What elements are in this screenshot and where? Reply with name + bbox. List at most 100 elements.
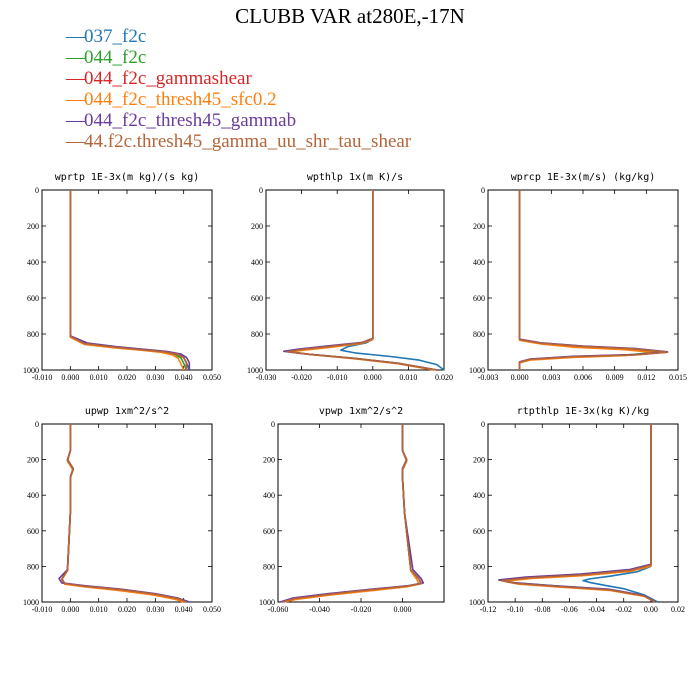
series-line-2 (281, 424, 422, 603)
x-tick-label: -0.12 (480, 605, 497, 614)
y-tick-label: 200 (263, 456, 275, 465)
x-tick-label: 0.015 (669, 373, 687, 382)
series-line-3 (61, 424, 187, 603)
panel-title: wprcp 1E-3x(m/s) (kg/kg) (511, 172, 656, 183)
y-tick-label: 0 (481, 186, 485, 195)
y-tick-label: 400 (27, 491, 39, 500)
y-tick-label: 200 (251, 222, 263, 231)
x-tick-label: 0.010 (90, 605, 108, 614)
y-tick-label: 1000 (469, 598, 485, 607)
x-tick-label: -0.040 (309, 605, 330, 614)
x-tick-label: 0.00 (644, 605, 658, 614)
x-tick-label: -0.04 (588, 605, 605, 614)
legend-item: —044_f2c (66, 47, 411, 68)
x-tick-label: 0.000 (61, 373, 79, 382)
x-tick-label: -0.010 (32, 373, 53, 382)
x-tick-label: -0.060 (268, 605, 289, 614)
y-tick-label: 600 (27, 527, 39, 536)
y-tick-label: 400 (251, 258, 263, 267)
legend-dash: — (66, 89, 85, 110)
x-tick-label: 0.040 (175, 605, 193, 614)
y-tick-label: 600 (251, 294, 263, 303)
panel-1: wprtp 1E-3x(m kg)/(s kg) -0.010 0.000 0.010… (23, 172, 221, 382)
legend-dash: — (66, 110, 85, 131)
series-line-6 (69, 190, 188, 370)
x-tick-label: 0.02 (671, 605, 685, 614)
x-tick-label: 0.020 (435, 373, 453, 382)
x-tick-label: -0.10 (507, 605, 524, 614)
x-tick-label: -0.02 (615, 605, 632, 614)
plot-frame (41, 423, 213, 603)
legend-dash: — (66, 47, 85, 68)
y-tick-label: 200 (473, 456, 485, 465)
legend-label: 44.f2c.thresh45_gamma_uu_shr_tau_shear (84, 131, 412, 152)
legend-dash: — (66, 131, 85, 152)
y-tick-label: 200 (473, 222, 485, 231)
x-tick-label: 0.040 (175, 373, 193, 382)
x-tick-label: 0.030 (146, 605, 164, 614)
y-tick-label: 1000 (469, 366, 485, 375)
x-tick-label: 0.000 (364, 373, 382, 382)
series-line-1 (61, 424, 190, 603)
y-tick-label: 800 (473, 562, 485, 571)
panel-6: rtpthlp 1E-3x(kg K)/kg -0.12 -0.10 -0.08 -0.… (469, 406, 685, 614)
panel-2: wpthlp 1x(m K)/s -0.030 -0.020 -0.010 0.000 0… (247, 172, 453, 382)
x-tick-label: 0.003 (542, 373, 560, 382)
y-tick-label: 600 (263, 527, 275, 536)
x-tick-label: 0.030 (146, 373, 164, 382)
panel-5: vpwp 1xm^2/s^2 -0.060 -0.040 -0.020 0.000 0 20… (259, 406, 445, 614)
y-tick-label: 200 (27, 456, 39, 465)
series-line-6 (61, 424, 187, 603)
y-tick-label: 1000 (23, 598, 39, 607)
panel-title: vpwp 1xm^2/s^2 (319, 406, 403, 417)
series-line-3 (281, 424, 422, 603)
legend-label: 044_f2c_thresh45_sfc0.2 (84, 89, 277, 110)
legend-dash: — (66, 68, 85, 89)
y-tick-label: 800 (251, 330, 263, 339)
legend: —037_f2c —044_f2c —044_f2c_gammashear —0… (66, 26, 411, 152)
x-tick-label: -0.010 (327, 373, 348, 382)
y-tick-label: 800 (27, 330, 39, 339)
x-tick-label: 0.006 (574, 373, 592, 382)
y-tick-label: 0 (271, 420, 275, 429)
plot-frame (487, 423, 679, 603)
plot-frame (265, 189, 445, 371)
panel-title: wprtp 1E-3x(m kg)/(s kg) (55, 172, 200, 183)
panel-title: wpthlp 1x(m K)/s (307, 172, 403, 183)
y-tick-label: 0 (481, 420, 485, 429)
x-tick-label: -0.010 (32, 605, 53, 614)
plot-frame (487, 189, 679, 371)
x-tick-label: 0.012 (637, 373, 655, 382)
legend-item: —044_f2c_thresh45_gammab (66, 110, 411, 131)
y-tick-label: 400 (473, 258, 485, 267)
legend-dash: — (66, 26, 85, 47)
y-tick-label: 0 (35, 420, 39, 429)
legend-item: —044_f2c_gammashear (66, 68, 411, 89)
legend-item: —044_f2c_thresh45_sfc0.2 (66, 89, 411, 110)
series-line-5 (69, 190, 191, 370)
y-tick-label: 600 (473, 294, 485, 303)
panel-title: upwp 1xm^2/s^2 (85, 406, 169, 417)
x-tick-label: -0.003 (478, 373, 499, 382)
y-tick-label: 200 (27, 222, 39, 231)
x-tick-label: 0.050 (203, 605, 221, 614)
series-line-2 (61, 424, 187, 603)
panel-3: wprcp 1E-3x(m/s) (kg/kg) -0.003 0.000 0.003… (469, 172, 687, 382)
x-tick-label: 0.010 (90, 373, 108, 382)
x-tick-label: 0.020 (118, 605, 136, 614)
x-tick-label: 0.000 (61, 605, 79, 614)
series-line-6 (500, 424, 656, 603)
series-line-1 (281, 424, 422, 603)
y-tick-label: 1000 (247, 366, 263, 375)
y-tick-label: 800 (473, 330, 485, 339)
x-tick-label: 0.020 (118, 373, 136, 382)
y-tick-label: 400 (27, 258, 39, 267)
panel-title: rtpthlp 1E-3x(kg K)/kg (517, 406, 649, 417)
x-tick-label: 0.010 (399, 373, 417, 382)
x-tick-label: 0.009 (606, 373, 624, 382)
y-tick-label: 800 (263, 562, 275, 571)
y-tick-label: 600 (473, 527, 485, 536)
series-line-6 (281, 424, 422, 603)
series-line-5 (58, 424, 190, 603)
